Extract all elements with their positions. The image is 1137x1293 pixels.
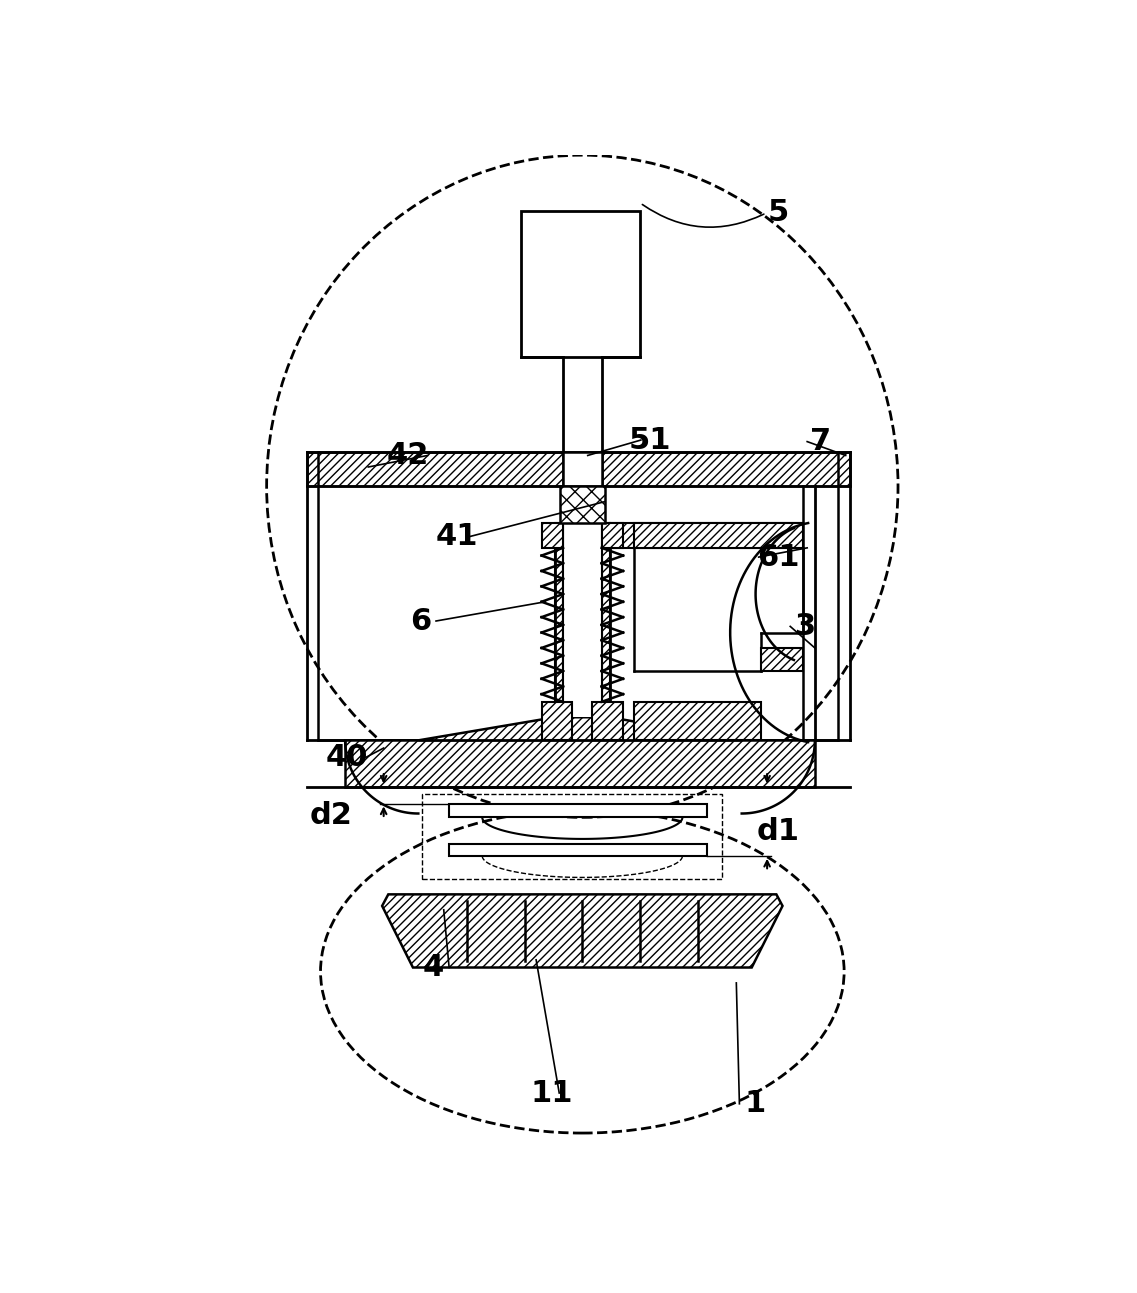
Bar [561,486,605,524]
Text: 5: 5 [767,198,789,228]
Bar [761,648,804,671]
Polygon shape [418,718,741,741]
Text: 4: 4 [423,953,445,981]
Text: 11: 11 [530,1078,573,1108]
Text: 61: 61 [756,543,799,572]
Bar [555,524,563,718]
Text: 6: 6 [410,606,431,636]
Bar [541,524,563,548]
Bar [601,524,611,718]
Bar [422,794,722,879]
Bar [346,741,815,786]
Polygon shape [382,895,782,967]
Bar [541,702,572,741]
Text: d1: d1 [756,817,799,846]
Bar [634,702,761,741]
Bar [563,451,601,486]
Text: 51: 51 [629,425,671,455]
Bar [449,803,707,817]
Bar [611,524,804,548]
Bar [601,451,849,486]
Bar [307,451,563,486]
Text: 1: 1 [745,1089,765,1118]
Text: d2: d2 [310,802,352,830]
Bar [634,524,804,548]
Bar [563,486,601,718]
Text: 7: 7 [811,427,831,456]
Text: 42: 42 [387,441,430,469]
Text: 41: 41 [435,522,478,551]
Text: 3: 3 [795,612,816,641]
Bar [449,844,707,856]
Bar [592,702,623,741]
Bar [521,211,640,357]
Text: 40: 40 [325,742,368,772]
Bar [601,524,623,548]
